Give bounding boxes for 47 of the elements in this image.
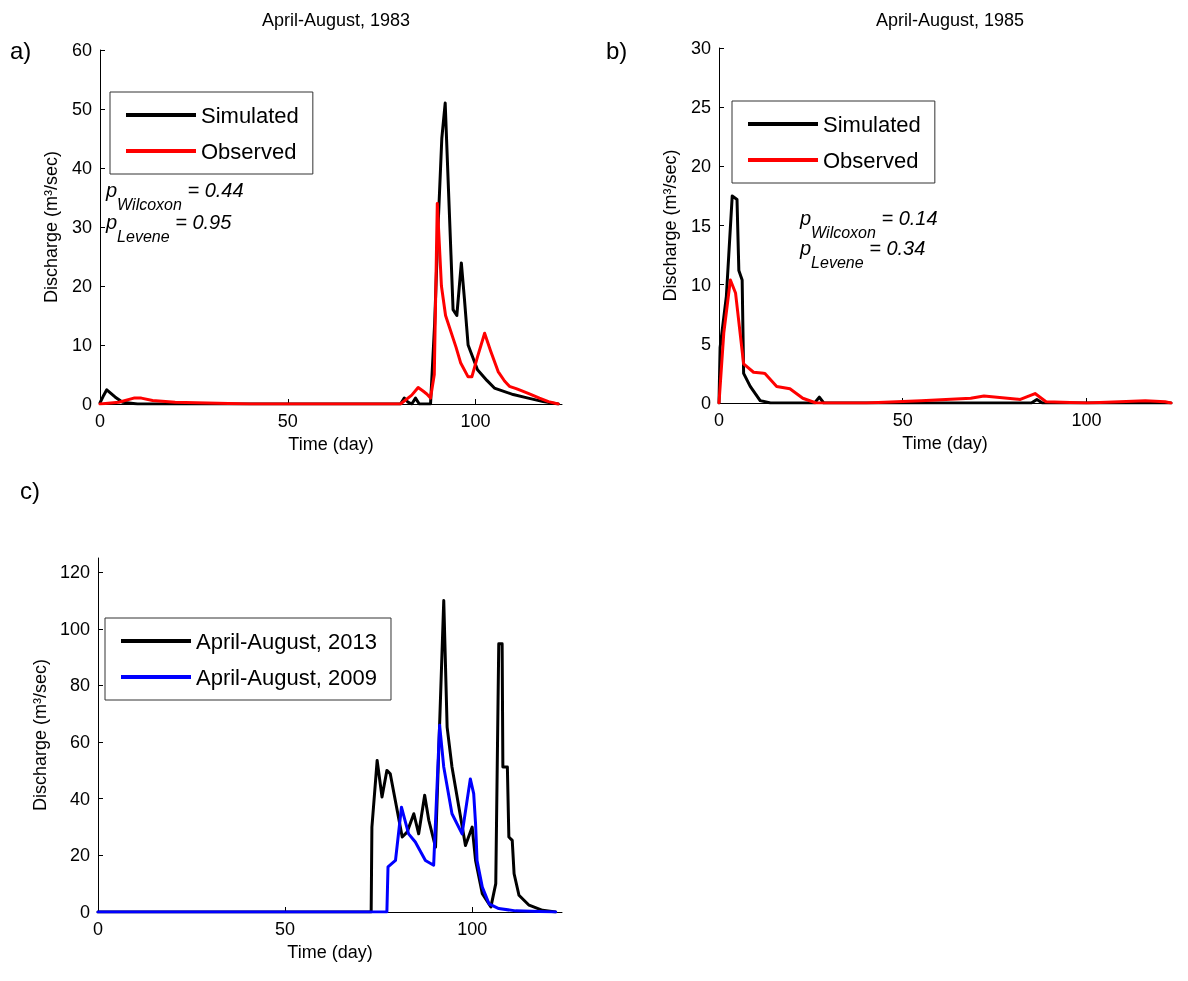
x-tick-label: 100 — [460, 411, 491, 431]
x-tick-label: 50 — [277, 411, 298, 431]
y-tick-label: 15 — [690, 215, 711, 236]
x-axis-title: Time (day) — [287, 941, 373, 962]
y-tick-label: 120 — [59, 562, 90, 583]
y-tick-label: 20 — [71, 276, 92, 296]
legend-label: April-August, 2009 — [196, 664, 377, 690]
line-series — [96, 723, 558, 914]
y-tick-label: 80 — [69, 675, 90, 696]
y-tick-label: 0 — [700, 393, 711, 413]
x-tick-label: 100 — [457, 919, 488, 939]
y-tick-label: 50 — [71, 99, 92, 119]
text: c) — [20, 476, 40, 504]
legend-label: Simulated — [201, 102, 299, 128]
x-tick-label: 50 — [892, 410, 913, 430]
y-tick-label: 10 — [71, 335, 92, 355]
y-tick-label: 30 — [690, 38, 711, 58]
y-tick-label: 0 — [79, 902, 90, 922]
legend-label: April-August, 2013 — [196, 628, 377, 654]
y-tick-label: 10 — [690, 274, 711, 295]
y-axis-title: Discharge (m³/sec) — [30, 658, 51, 812]
x-axis-title: Time (day) — [288, 433, 374, 454]
legend-label: Observed — [201, 138, 297, 164]
text: a) — [10, 36, 32, 64]
x-tick-label: 0 — [94, 411, 106, 431]
x-axis-title: Time (day) — [902, 432, 988, 453]
legend-label: Observed — [823, 147, 919, 173]
y-tick-label: 60 — [71, 40, 92, 60]
y-tick-label: 60 — [69, 732, 90, 753]
legend-label: Simulated — [823, 111, 921, 137]
y-tick-label: 20 — [69, 845, 90, 866]
y-tick-label: 40 — [71, 158, 92, 178]
y-tick-label: 25 — [690, 97, 711, 118]
y-tick-label: 0 — [81, 394, 92, 414]
chart-title: April-August, 1985 — [875, 10, 1025, 30]
text: b) — [606, 36, 628, 64]
y-axis-title: Discharge (m³/sec) — [41, 150, 61, 304]
y-axis-title: Discharge (m³/sec) — [660, 149, 680, 302]
x-tick-label: 0 — [713, 410, 725, 430]
y-tick-label: 20 — [690, 156, 711, 177]
x-tick-label: 100 — [1071, 410, 1102, 430]
y-tick-label: 100 — [59, 618, 90, 639]
chart-title: April-August, 1983 — [261, 10, 411, 30]
y-tick-label: 40 — [69, 788, 90, 809]
y-tick-label: 30 — [71, 217, 92, 237]
y-tick-label: 5 — [700, 333, 711, 354]
x-tick-label: 50 — [275, 919, 296, 939]
